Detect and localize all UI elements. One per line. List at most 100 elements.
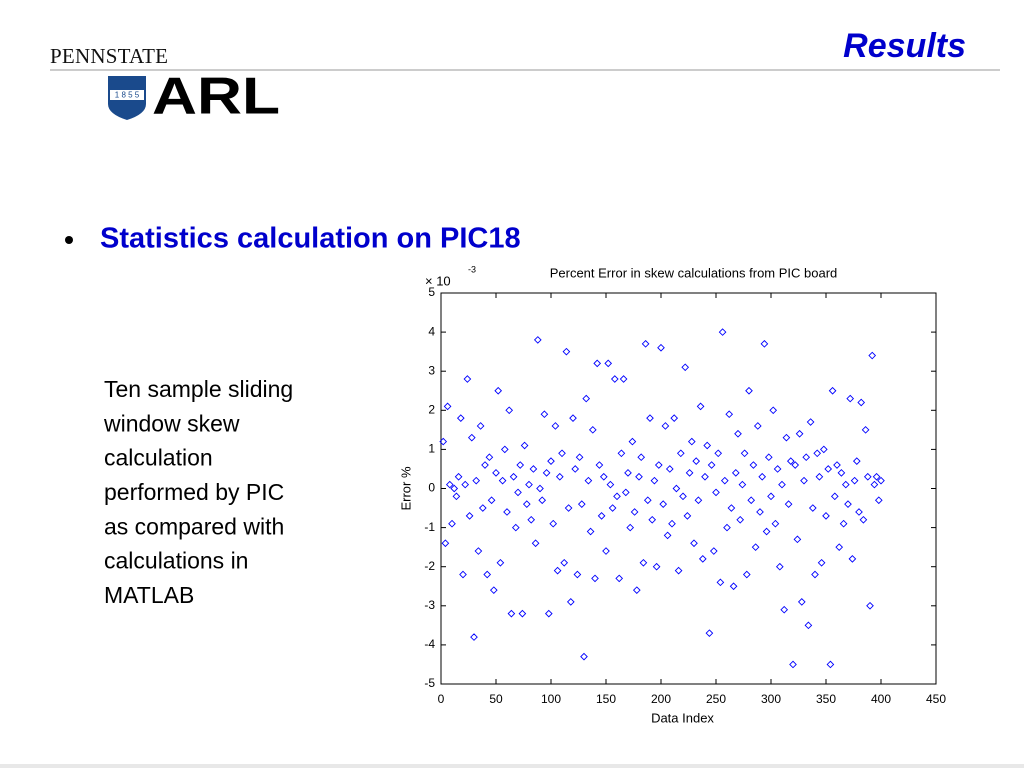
point	[628, 437, 637, 446]
point	[476, 422, 485, 430]
point	[756, 508, 764, 516]
point	[663, 531, 672, 540]
point	[707, 461, 716, 469]
body-line: calculation	[104, 445, 213, 471]
point	[542, 469, 551, 477]
point	[833, 461, 841, 469]
point	[817, 558, 826, 567]
point	[694, 496, 703, 505]
body-line: as compared with	[104, 513, 284, 539]
point	[806, 418, 815, 426]
point	[674, 566, 683, 575]
x-tick-label: 200	[651, 692, 671, 706]
point	[470, 633, 478, 641]
point	[837, 469, 846, 477]
point	[646, 414, 654, 422]
point	[859, 515, 868, 524]
point	[835, 543, 844, 551]
x-tick-label: 150	[596, 692, 616, 706]
point	[747, 496, 756, 505]
point	[443, 402, 452, 411]
point	[613, 492, 621, 501]
point	[654, 461, 663, 469]
point	[582, 394, 591, 403]
point	[874, 496, 883, 505]
point	[815, 472, 824, 481]
point	[498, 476, 507, 485]
y-scale-exponent: -3	[468, 264, 476, 274]
point	[773, 465, 782, 473]
point	[529, 465, 538, 473]
point	[723, 523, 731, 532]
y-tick-label: 4	[428, 324, 435, 338]
logo-arl: ARL	[152, 68, 280, 126]
point	[800, 476, 808, 485]
point	[705, 629, 714, 638]
point	[580, 652, 588, 661]
point	[738, 480, 747, 489]
point	[828, 386, 837, 395]
x-tick-label: 0	[438, 692, 445, 706]
point	[657, 343, 665, 352]
point	[494, 386, 503, 395]
point	[586, 527, 595, 536]
point	[540, 410, 549, 419]
point	[597, 512, 606, 520]
point	[481, 461, 489, 469]
point	[439, 437, 448, 446]
point	[784, 500, 793, 508]
point	[872, 472, 881, 481]
point	[624, 469, 632, 477]
point	[718, 328, 727, 336]
point	[483, 570, 492, 579]
point	[742, 570, 751, 579]
point	[712, 488, 720, 497]
point	[544, 609, 553, 618]
logo-year: 1 8 5 5	[115, 91, 140, 100]
point	[478, 504, 487, 512]
point	[824, 465, 833, 473]
point	[551, 422, 560, 430]
plot-area	[440, 292, 937, 685]
point	[617, 449, 626, 458]
chart: Percent Error in skew calculations from …	[398, 264, 946, 725]
point	[621, 488, 630, 497]
point	[855, 508, 863, 516]
point	[511, 523, 520, 532]
point	[632, 586, 641, 594]
point	[626, 523, 635, 532]
y-scale-label: × 10	[425, 273, 451, 288]
point	[753, 422, 762, 430]
point	[575, 453, 584, 462]
point	[782, 433, 791, 442]
point	[630, 508, 639, 516]
point	[606, 480, 615, 489]
point	[857, 398, 866, 407]
point	[751, 543, 760, 551]
point	[811, 570, 819, 579]
point	[808, 504, 817, 512]
bullet-text: Statistics calculation on PIC18	[100, 223, 521, 255]
footer-bar	[0, 764, 1024, 768]
point	[804, 621, 813, 630]
point	[525, 480, 533, 489]
x-tick-label: 300	[761, 692, 781, 706]
logo-pennstate: PENNSTATE	[50, 44, 168, 68]
point	[463, 375, 472, 383]
point	[465, 512, 474, 520]
point	[547, 457, 555, 465]
point	[769, 406, 778, 415]
point	[740, 449, 749, 458]
point	[870, 480, 879, 489]
point	[685, 469, 694, 477]
point	[527, 515, 536, 524]
point	[500, 445, 509, 454]
y-tick-label: -4	[424, 637, 435, 651]
point	[839, 519, 848, 528]
y-tick-label: 5	[428, 285, 435, 299]
point	[703, 441, 712, 450]
point	[672, 484, 681, 493]
point	[795, 429, 804, 438]
point	[844, 500, 852, 508]
